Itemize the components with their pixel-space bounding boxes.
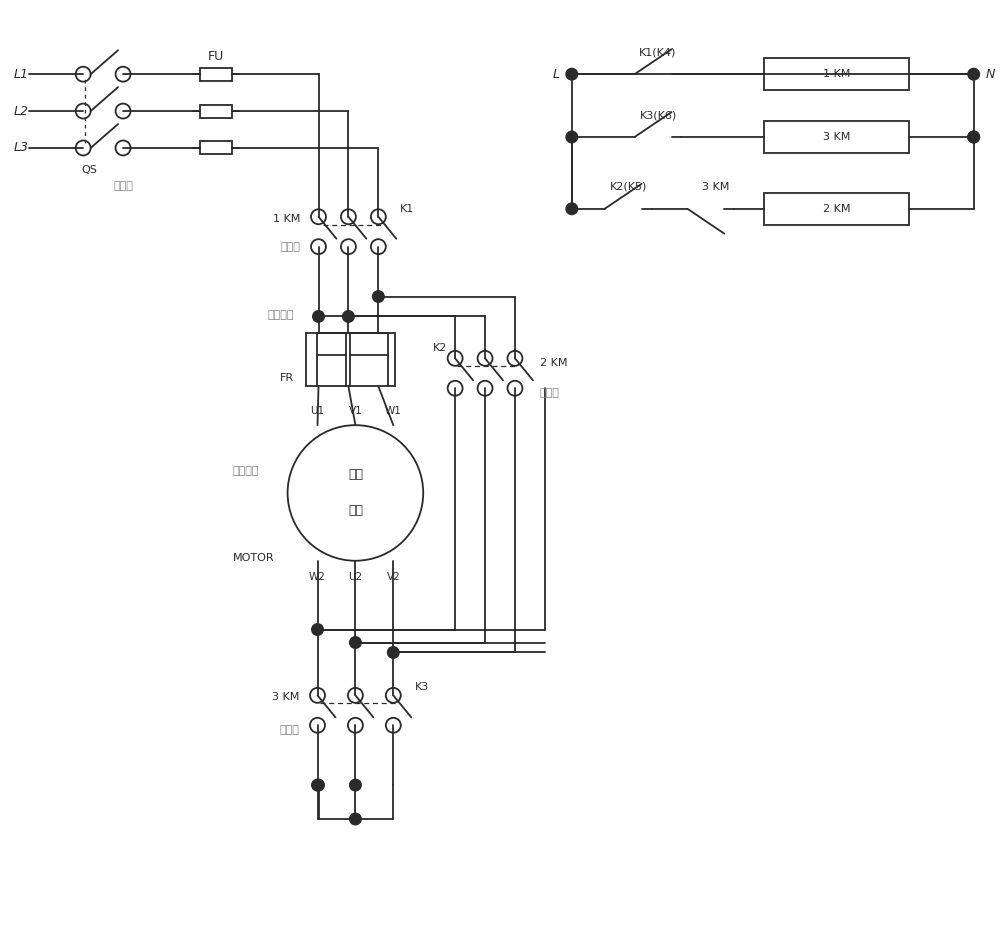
- Text: V1: V1: [349, 406, 362, 416]
- Text: 三相: 三相: [348, 468, 363, 482]
- Bar: [200, 67, 232, 81]
- Text: 接触器: 接触器: [540, 389, 560, 398]
- Text: L2: L2: [13, 104, 28, 118]
- Text: U1: U1: [310, 406, 325, 416]
- Text: FR: FR: [279, 374, 294, 383]
- Circle shape: [968, 68, 979, 80]
- Circle shape: [312, 624, 323, 635]
- Text: 接触器: 接触器: [281, 242, 301, 251]
- Text: 电机: 电机: [348, 504, 363, 518]
- Circle shape: [313, 779, 324, 791]
- Circle shape: [388, 647, 399, 658]
- Text: K2: K2: [433, 343, 447, 354]
- Circle shape: [373, 291, 384, 302]
- Bar: [764, 58, 909, 90]
- Text: FU: FU: [208, 49, 224, 63]
- Text: K2(K5): K2(K5): [609, 182, 647, 191]
- Text: N: N: [986, 67, 995, 81]
- Text: 3 KM: 3 KM: [272, 692, 300, 702]
- Text: 总开关: 总开关: [113, 181, 133, 191]
- Circle shape: [566, 203, 578, 214]
- Text: MOTOR: MOTOR: [233, 553, 274, 563]
- Text: QS: QS: [81, 165, 97, 174]
- Bar: [306, 334, 395, 386]
- Text: 三相电机: 三相电机: [233, 466, 259, 476]
- Text: L: L: [553, 67, 560, 81]
- Circle shape: [343, 311, 354, 322]
- Text: 接触器: 接触器: [280, 725, 300, 736]
- Circle shape: [312, 779, 323, 791]
- Circle shape: [968, 131, 979, 143]
- Text: 1 KM: 1 KM: [823, 69, 850, 80]
- Text: W1: W1: [385, 406, 402, 416]
- Circle shape: [566, 131, 578, 143]
- Text: V2: V2: [386, 572, 400, 582]
- Text: 2 KM: 2 KM: [540, 358, 567, 369]
- Bar: [764, 192, 909, 225]
- Bar: [200, 141, 232, 155]
- Text: K3: K3: [415, 683, 429, 692]
- Text: K3(K6): K3(K6): [639, 110, 677, 120]
- Circle shape: [350, 813, 361, 825]
- Circle shape: [313, 311, 324, 322]
- Text: W2: W2: [309, 572, 326, 582]
- Circle shape: [350, 779, 361, 791]
- Circle shape: [350, 637, 361, 648]
- Circle shape: [968, 131, 979, 143]
- Text: 3 KM: 3 KM: [823, 132, 850, 142]
- Text: 1 KM: 1 KM: [273, 213, 301, 224]
- Bar: [200, 104, 232, 118]
- Bar: [764, 121, 909, 153]
- Text: 热继电器: 热继电器: [267, 310, 294, 320]
- Circle shape: [566, 68, 578, 80]
- Text: 2 KM: 2 KM: [823, 204, 850, 214]
- Text: U2: U2: [348, 572, 362, 582]
- Text: K1(K4): K1(K4): [639, 47, 677, 57]
- Text: L1: L1: [13, 67, 28, 81]
- Text: 3 KM: 3 KM: [702, 182, 730, 191]
- Text: L3: L3: [13, 141, 28, 155]
- Text: K1: K1: [400, 204, 415, 214]
